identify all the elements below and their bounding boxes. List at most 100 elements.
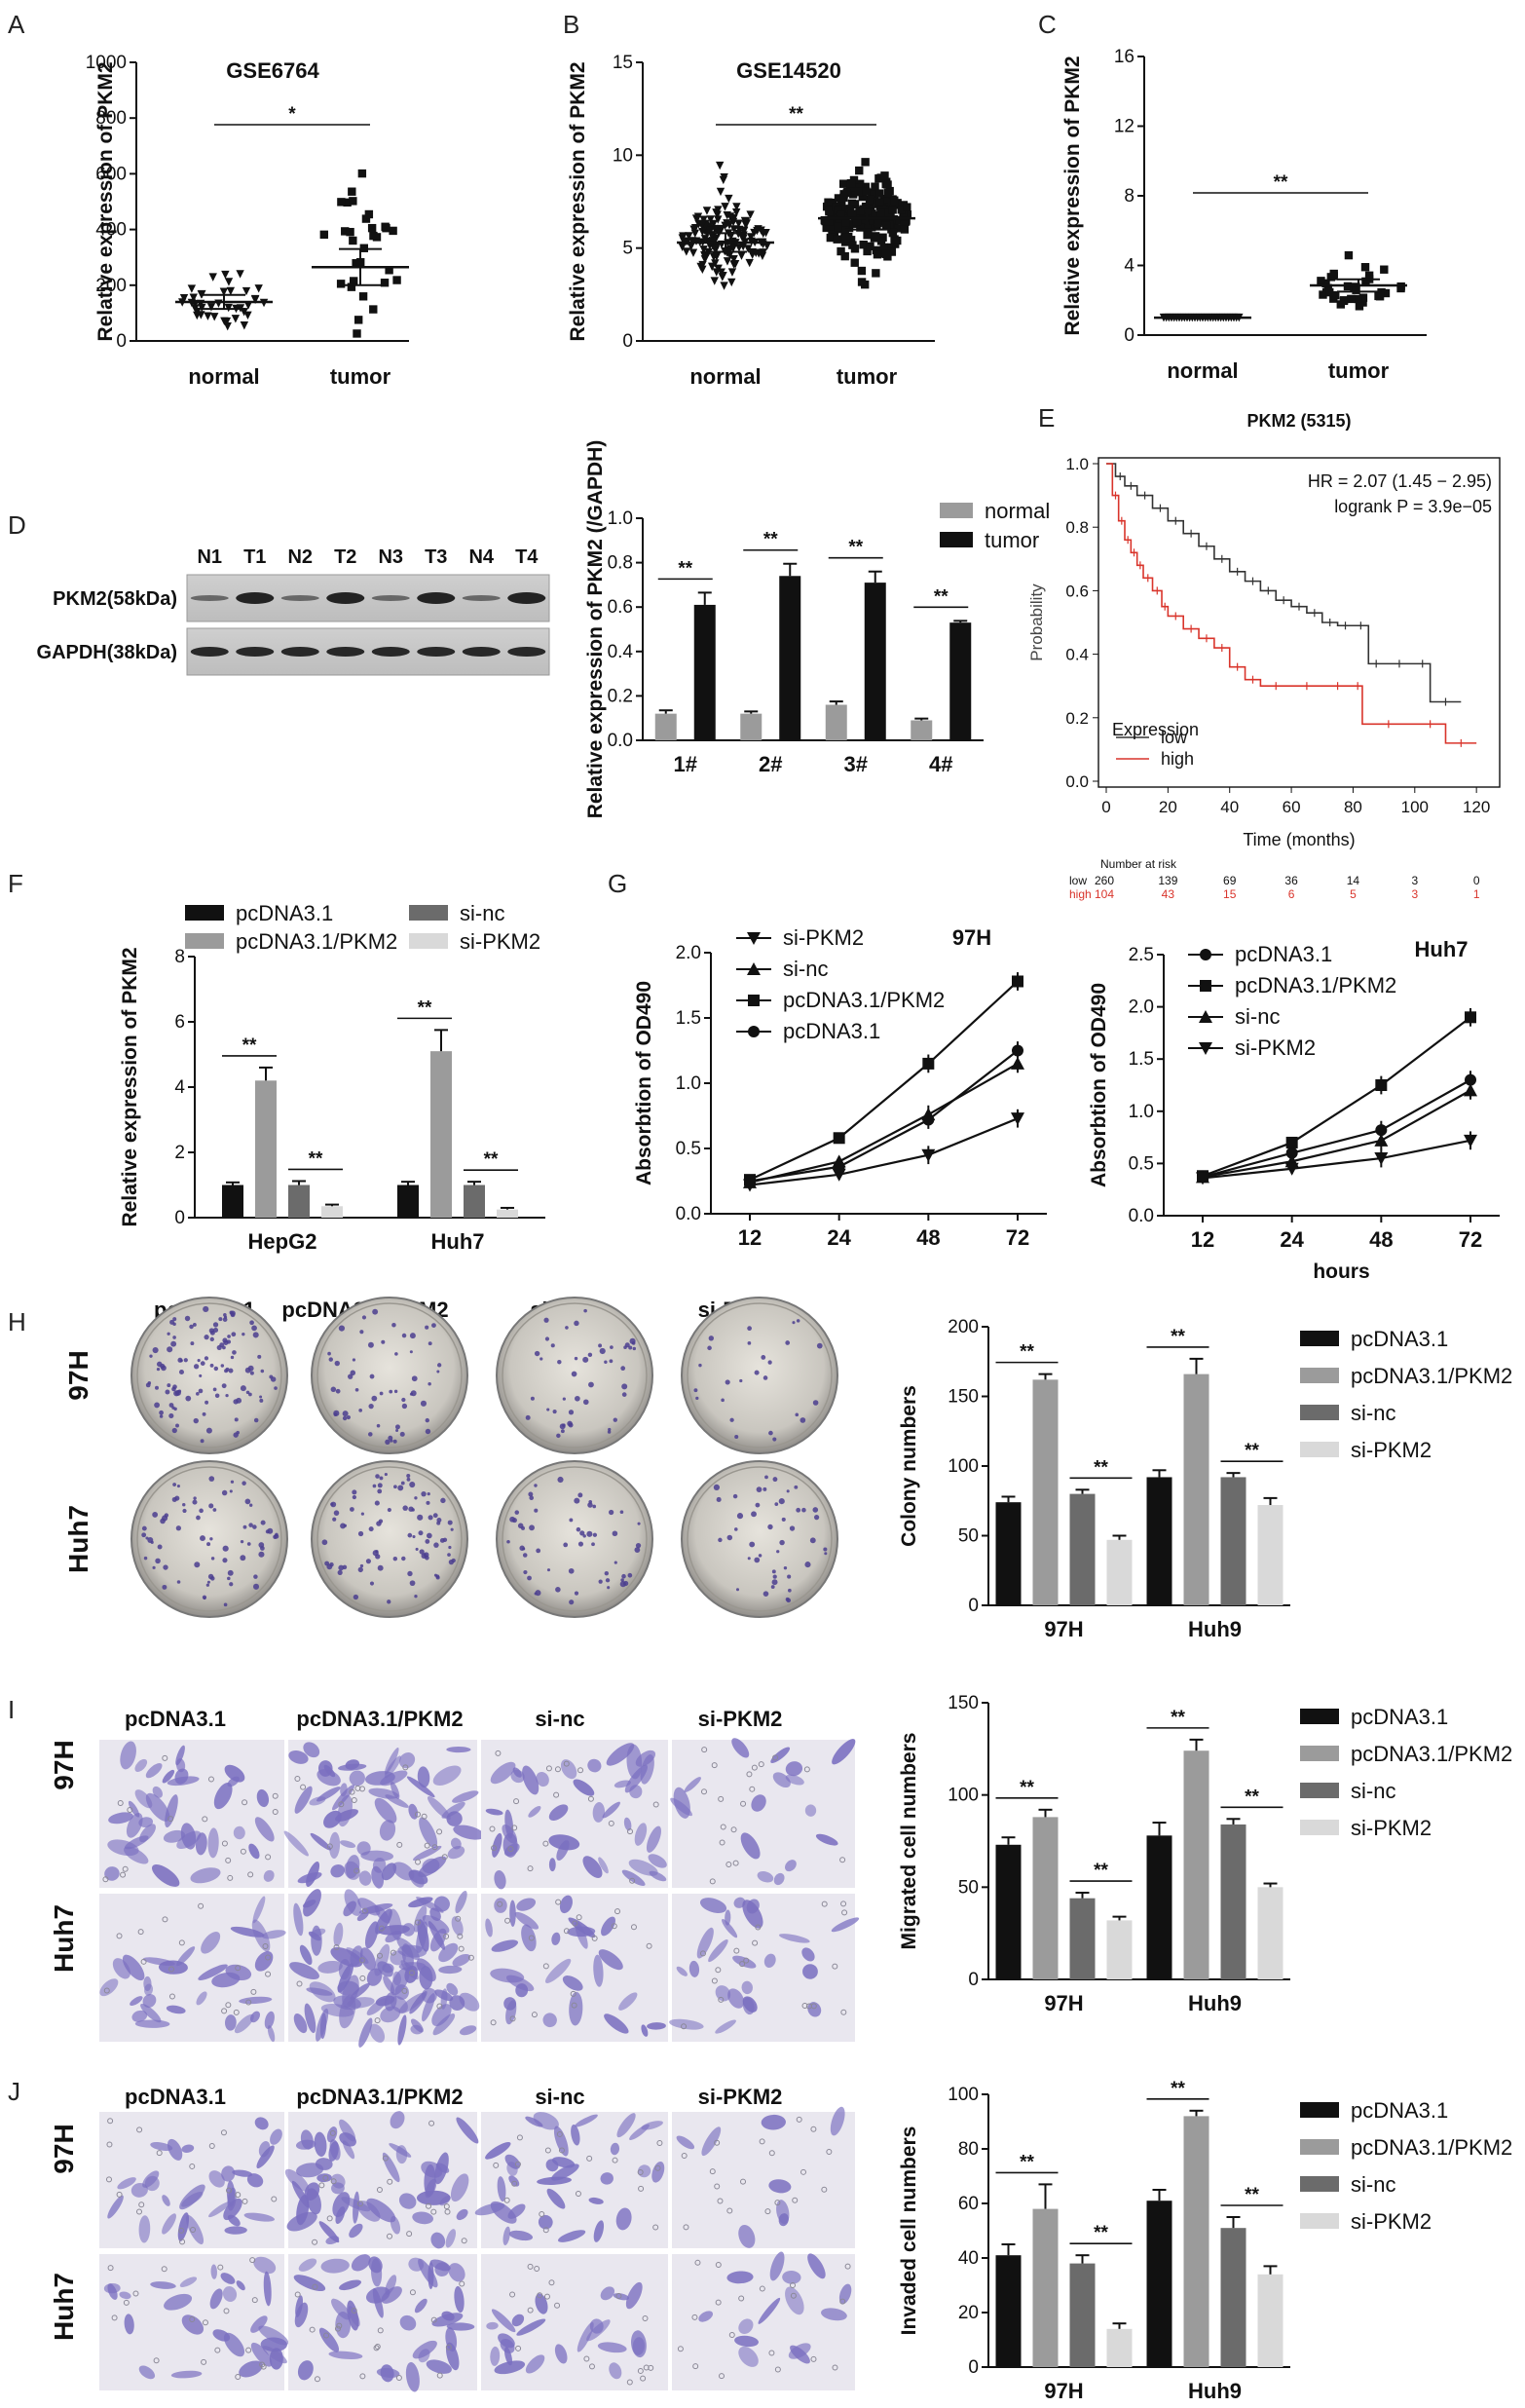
colony	[613, 1417, 617, 1422]
legend-label: si-PKM2	[1351, 1438, 1432, 1462]
cell	[213, 1782, 233, 1810]
series-line	[1202, 1089, 1471, 1179]
colony	[159, 1414, 164, 1418]
panel-label-E: E	[1038, 403, 1055, 433]
cell	[170, 2370, 203, 2379]
chart-D-bar-ytick-label: 0.4	[608, 642, 634, 662]
colony	[335, 1388, 341, 1394]
colony	[565, 1326, 569, 1330]
colony	[337, 1569, 343, 1575]
scatter-point	[824, 217, 834, 226]
line-point	[922, 1057, 935, 1070]
colony	[152, 1512, 159, 1518]
pore	[137, 1929, 144, 1936]
colony	[428, 1341, 432, 1346]
cell	[431, 2004, 452, 2026]
cell	[486, 2321, 499, 2330]
cell	[358, 1870, 372, 1886]
colony	[414, 1595, 418, 1599]
pore	[168, 1966, 175, 1973]
colony	[435, 1575, 440, 1580]
colony	[409, 1333, 416, 1339]
chart-A-title: GSE6764	[226, 58, 319, 83]
colony	[627, 1572, 633, 1578]
pore	[221, 2008, 228, 2014]
scatter-point	[243, 301, 253, 310]
scatter-point	[1336, 300, 1345, 309]
colony	[783, 1565, 788, 1570]
colony	[175, 1423, 179, 1428]
scatter-point	[346, 227, 354, 237]
cell	[248, 1843, 260, 1860]
cell	[139, 1824, 156, 1843]
cell	[176, 1946, 196, 1967]
cell	[250, 2342, 273, 2367]
pore	[217, 2264, 224, 2271]
colony	[756, 1486, 762, 1493]
colony	[412, 1534, 416, 1539]
pore	[233, 2009, 240, 2015]
bar	[321, 1206, 343, 1218]
scatter-point	[834, 222, 842, 232]
colony	[222, 1558, 228, 1563]
chart-B-xtick-label: normal	[689, 364, 761, 389]
colony	[334, 1360, 340, 1367]
cell	[399, 1752, 416, 1769]
chart-E-ylabel: Probability	[1027, 583, 1046, 661]
km-xtick-label: 0	[1101, 798, 1110, 816]
colony	[557, 1360, 562, 1365]
legend-label: si-PKM2	[1351, 2209, 1432, 2234]
colony	[588, 1381, 594, 1388]
cell	[738, 2346, 759, 2367]
scatter-point	[837, 210, 845, 219]
colony	[425, 1539, 430, 1544]
pore	[409, 2289, 416, 2296]
microscopy-tile	[99, 2254, 289, 2390]
dish-rim	[136, 1466, 282, 1612]
pore	[711, 1762, 718, 1769]
colony	[619, 1510, 624, 1514]
colony	[155, 1558, 161, 1564]
scatter-point	[250, 294, 260, 304]
chart-J-bar-ytick-label: 80	[958, 2139, 979, 2160]
blot-band	[371, 595, 410, 601]
scatter-point	[1325, 287, 1334, 297]
pore	[554, 1766, 561, 1773]
chart-H-bar-sig-label: **	[1020, 1342, 1034, 1363]
chart-C-ytick-label: 4	[1124, 256, 1134, 277]
cell	[439, 2196, 451, 2206]
scatter-point	[380, 279, 390, 287]
blot-lane-label: N4	[468, 546, 494, 568]
cell	[234, 2013, 254, 2034]
cell	[295, 2139, 316, 2150]
pore	[378, 1925, 385, 1932]
chart-D-bar-sig-label: **	[848, 538, 863, 558]
cell	[459, 2025, 477, 2036]
colony	[417, 1514, 424, 1521]
colony	[401, 1403, 408, 1410]
panel-label-J: J	[8, 2077, 20, 2106]
colony	[209, 1336, 214, 1342]
cell	[236, 2280, 245, 2291]
cell	[185, 2214, 205, 2245]
colony	[377, 1483, 383, 1488]
colony	[749, 1541, 756, 1548]
legend-swatch	[1300, 1783, 1339, 1798]
pore	[507, 1846, 514, 1853]
cell	[450, 2173, 469, 2202]
bar	[1183, 2116, 1209, 2367]
colony	[812, 1400, 819, 1406]
colony	[610, 1345, 614, 1349]
pore	[318, 2182, 325, 2189]
pore	[140, 1958, 147, 1965]
cell	[176, 1830, 202, 1850]
colony	[599, 1347, 606, 1355]
pore	[265, 1854, 272, 1861]
bar	[779, 576, 801, 740]
pore	[542, 1963, 549, 1970]
colony	[574, 1497, 580, 1504]
cell	[224, 2014, 237, 2031]
cell	[190, 1867, 221, 1884]
scatter-point	[198, 303, 206, 313]
cell	[347, 2300, 359, 2331]
